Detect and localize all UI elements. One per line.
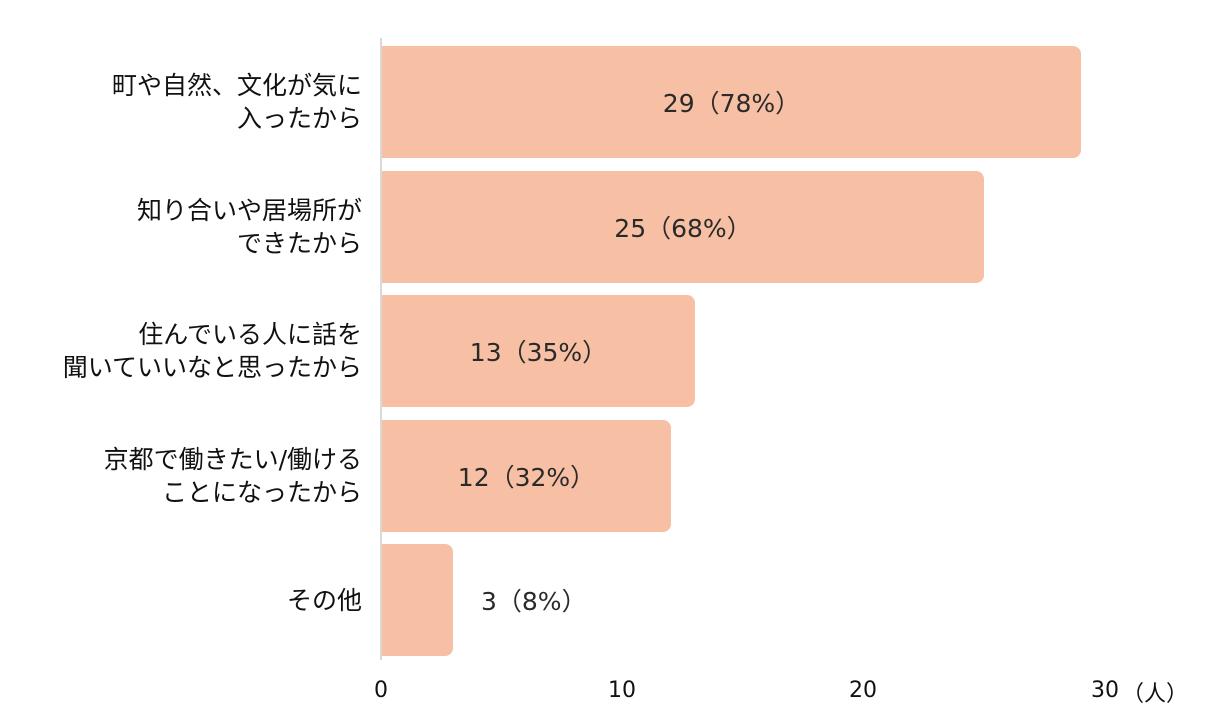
x-tick-20: 20 [849, 678, 877, 703]
bar-row: 住んでいる人に話を 聞いていいなと思ったから 13（35%） [0, 295, 1223, 407]
x-tick-30: 30 [1091, 678, 1119, 703]
category-label: その他 [286, 585, 362, 615]
category-label: 京都で働きたい/働ける ことになったから [103, 445, 362, 507]
bar-row: その他 3（8%） [0, 544, 1223, 656]
bar-row: 町や自然、文化が気に 入ったから 29（78%） [0, 46, 1223, 158]
x-axis-unit: （人） [1122, 682, 1189, 707]
value-label: 3（8%） [481, 587, 587, 616]
value-label: 13（35%） [469, 338, 608, 367]
bar [382, 295, 695, 407]
category-label: 町や自然、文化が気に 入ったから [111, 71, 362, 133]
bar [382, 171, 984, 283]
bar [382, 420, 671, 532]
y-axis-line [380, 38, 382, 660]
bar-row: 知り合いや居場所が できたから 25（68%） [0, 171, 1223, 283]
bar [382, 46, 1081, 158]
value-label: 25（68%） [614, 214, 752, 243]
bar-row: 京都で働きたい/働ける ことになったから 12（32%） [0, 420, 1223, 532]
value-label: 29（78%） [662, 89, 801, 118]
value-label: 12（32%） [457, 463, 596, 492]
x-tick-10: 10 [608, 678, 636, 703]
x-tick-0: 0 [374, 678, 388, 703]
category-label: 住んでいる人に話を 聞いていいなと思ったから [62, 320, 362, 382]
category-label: 知り合いや居場所が できたから [136, 196, 362, 258]
bar [382, 544, 453, 656]
